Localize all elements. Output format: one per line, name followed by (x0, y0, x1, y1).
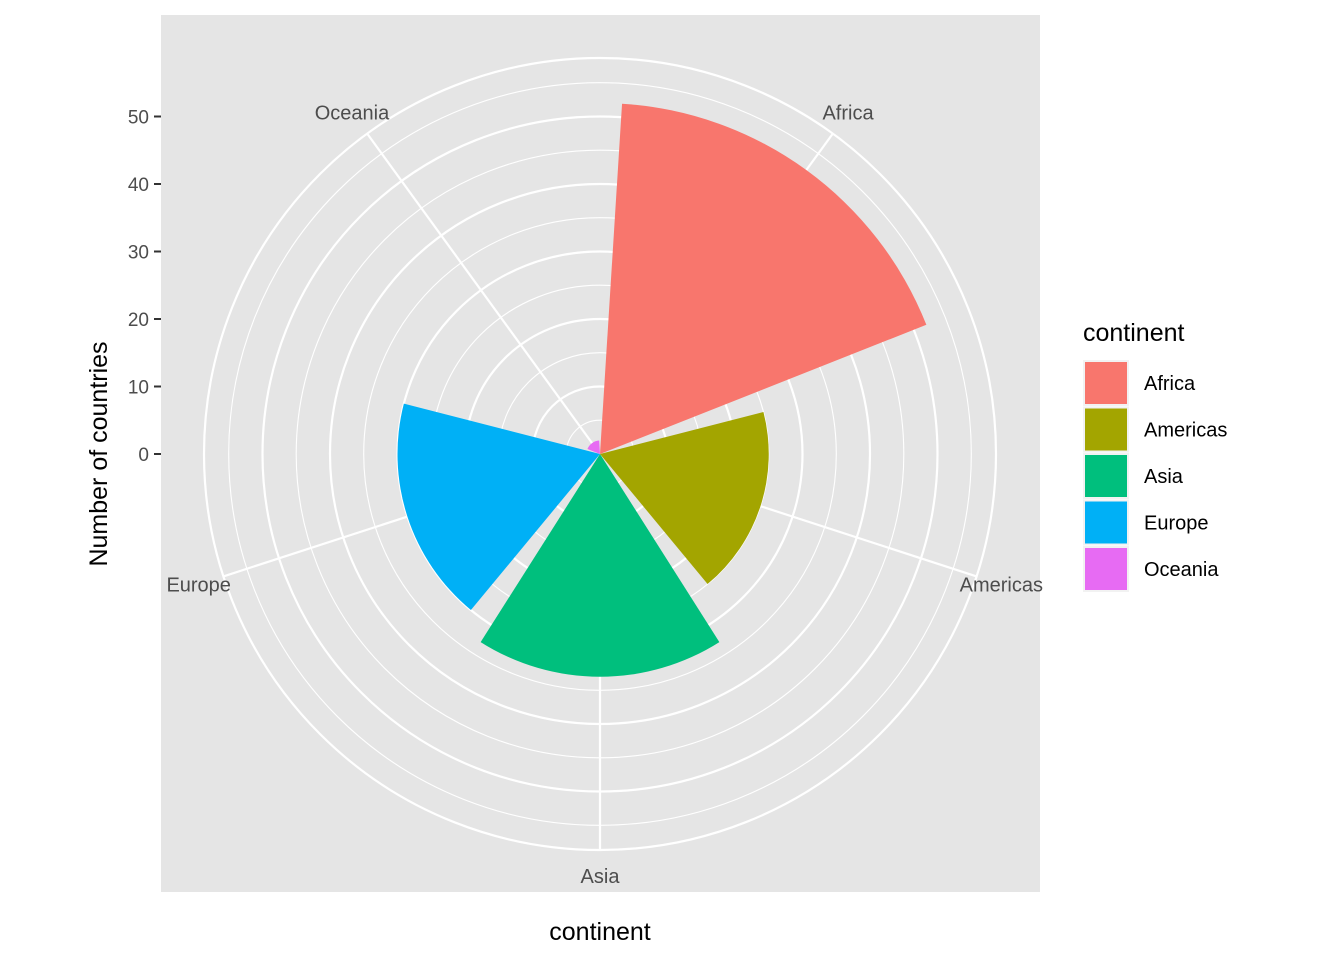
legend-swatch-europe (1085, 501, 1127, 544)
legend-swatch-africa (1085, 362, 1127, 404)
y-tick-label: 20 (128, 310, 149, 331)
y-tick-label: 10 (128, 378, 149, 399)
y-tick-label: 0 (138, 445, 149, 466)
bar-asia (480, 454, 720, 677)
category-labels: Africa Americas Asia Europe Oceania (166, 103, 1043, 888)
bar-europe (397, 403, 600, 611)
y-tick-label: 30 (128, 243, 149, 264)
y-axis: 0 10 20 30 40 50 (128, 108, 161, 466)
legend-label-asia: Asia (1144, 466, 1184, 488)
x-axis-title: continent (549, 918, 651, 946)
legend-swatch-oceania (1085, 548, 1127, 590)
legend-swatch-americas (1085, 408, 1127, 451)
category-label-oceania: Oceania (315, 103, 390, 125)
grid-spoke-oceania (366, 132, 601, 455)
bar-oceania (587, 440, 600, 454)
category-label-europe: Europe (166, 574, 231, 596)
category-label-americas: Americas (960, 574, 1043, 596)
bar-africa (600, 103, 927, 454)
legend-label-africa: Africa (1144, 373, 1196, 395)
category-label-africa: Africa (822, 103, 874, 125)
legend-swatch-asia (1085, 455, 1127, 497)
legend-title: continent (1083, 319, 1185, 347)
bar-americas (600, 412, 769, 585)
category-label-asia: Asia (581, 866, 621, 888)
y-tick-label: 50 (128, 108, 149, 129)
legend-label-americas: Americas (1144, 420, 1227, 442)
legend: continent Africa Americas Asia Europe Oceani… (1083, 319, 1227, 592)
y-axis-title: Number of countries (85, 341, 113, 566)
legend-label-oceania: Oceania (1144, 559, 1219, 581)
legend-label-europe: Europe (1144, 513, 1209, 535)
y-tick-label: 40 (128, 175, 149, 196)
bars-layer (397, 103, 927, 677)
